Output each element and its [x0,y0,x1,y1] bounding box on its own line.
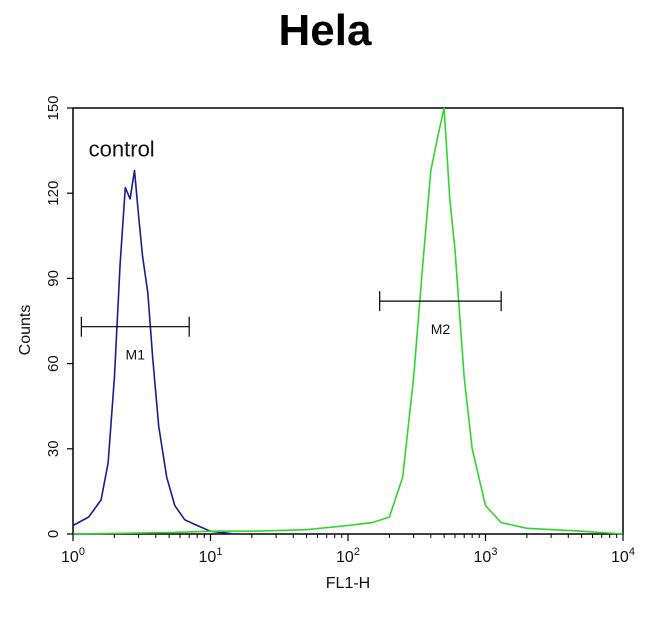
y-tick-label: 30 [45,440,62,457]
sample-histogram-line [72,107,624,535]
x-tick-label: 103 [474,546,498,566]
x-axis-label: FL1-H [326,575,370,592]
chart-title: Hela [278,6,372,55]
x-tick-label: 104 [611,546,635,566]
marker-label: M1 [126,347,146,363]
y-tick-label: 0 [45,530,62,538]
y-tick-label: 120 [45,181,62,206]
y-tick-label: 60 [45,355,62,372]
y-tick-label: 150 [45,95,62,120]
control-histogram-line [72,169,235,535]
x-tick-label: 101 [199,546,223,566]
plot-frame [72,107,624,535]
x-tick-label: 100 [61,546,85,566]
marker-label: M2 [431,321,451,337]
x-tick-label: 102 [336,546,360,566]
y-axis-label: Counts [17,305,34,356]
y-tick-label: 90 [45,270,62,287]
control-annotation: control [89,136,155,161]
